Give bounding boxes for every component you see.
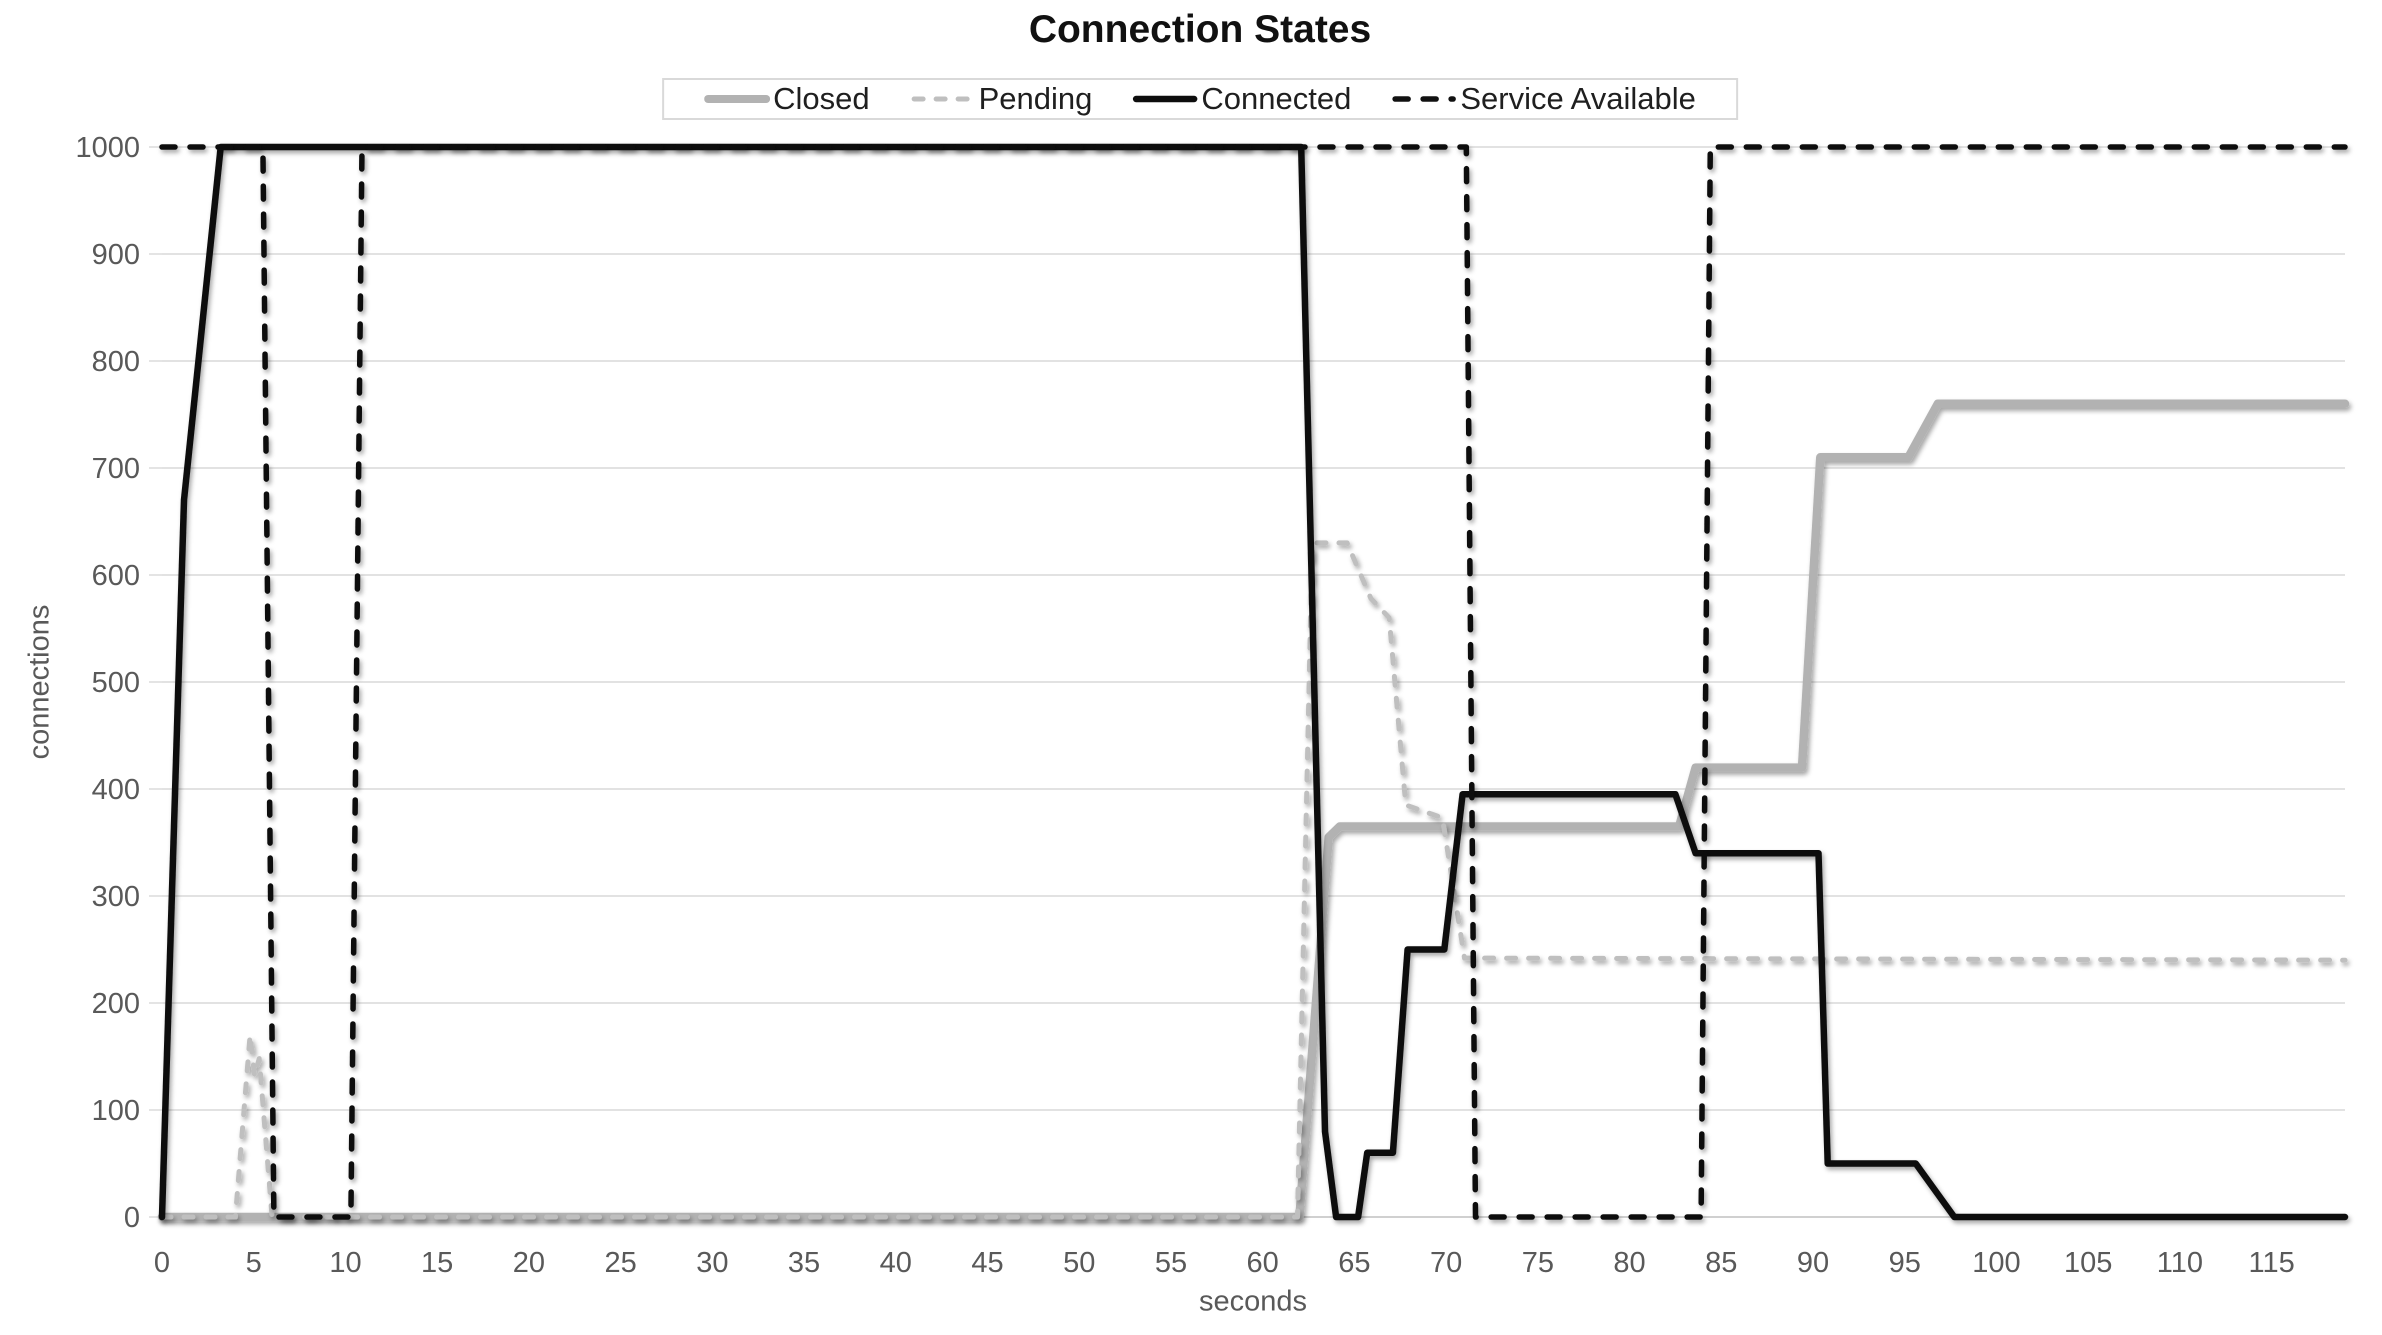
x-tick-label-25: 25 bbox=[604, 1247, 636, 1279]
x-axis-title: seconds bbox=[1198, 1285, 1308, 1318]
x-tick-label-70: 70 bbox=[1430, 1247, 1462, 1279]
y-axis-title: connections bbox=[23, 604, 56, 760]
legend-item-closed: Closed bbox=[704, 81, 870, 117]
y-tick-label-100: 100 bbox=[92, 1095, 140, 1127]
y-tick-label-0: 0 bbox=[124, 1202, 140, 1234]
legend-label: Service Available bbox=[1460, 81, 1696, 116]
x-tick-label-50: 50 bbox=[1063, 1247, 1095, 1279]
y-tick-label-200: 200 bbox=[92, 988, 140, 1020]
x-tick-label-45: 45 bbox=[971, 1247, 1003, 1279]
x-tick-label-20: 20 bbox=[513, 1247, 545, 1279]
x-tick-label-115: 115 bbox=[2249, 1247, 2295, 1279]
x-tick-label-10: 10 bbox=[329, 1247, 361, 1279]
x-tick-label-0: 0 bbox=[154, 1247, 170, 1279]
x-tick-label-55: 55 bbox=[1155, 1247, 1187, 1279]
x-tick-label-110: 110 bbox=[2157, 1247, 2203, 1279]
legend-swatch-connected bbox=[1133, 95, 1198, 103]
x-tick-label-80: 80 bbox=[1613, 1247, 1645, 1279]
y-tick-label-300: 300 bbox=[92, 881, 140, 913]
x-tick-label-100: 100 bbox=[1972, 1247, 2020, 1279]
y-tick-label-400: 400 bbox=[92, 774, 140, 806]
legend-label: Pending bbox=[978, 81, 1093, 116]
x-tick-label-105: 105 bbox=[2064, 1247, 2112, 1279]
series-line-pending bbox=[159, 540, 2348, 1220]
y-tick-label-800: 800 bbox=[92, 346, 140, 378]
legend-swatch-closed bbox=[704, 95, 771, 103]
y-tick-label-900: 900 bbox=[92, 239, 140, 271]
y-tick-label-600: 600 bbox=[92, 560, 140, 592]
legend-swatch-pending bbox=[911, 96, 975, 102]
series-line-closed bbox=[157, 399, 2350, 1222]
legend-label: Closed bbox=[773, 81, 870, 116]
x-tick-label-60: 60 bbox=[1247, 1247, 1279, 1279]
legend-label: Connected bbox=[1201, 81, 1352, 116]
chart-legend: Closed Pending Connected Service Available bbox=[662, 78, 1738, 120]
x-tick-label-85: 85 bbox=[1705, 1247, 1737, 1279]
x-tick-label-5: 5 bbox=[246, 1247, 262, 1279]
x-tick-label-40: 40 bbox=[880, 1247, 912, 1279]
series-line-service-available bbox=[159, 144, 2348, 1220]
x-tick-label-75: 75 bbox=[1522, 1247, 1554, 1279]
x-tick-label-15: 15 bbox=[421, 1247, 453, 1279]
x-tick-label-95: 95 bbox=[1889, 1247, 1921, 1279]
x-tick-label-35: 35 bbox=[788, 1247, 820, 1279]
y-tick-label-700: 700 bbox=[92, 453, 140, 485]
legend-swatch-service-available bbox=[1392, 96, 1457, 102]
legend-item-connected: Connected bbox=[1132, 81, 1351, 117]
y-tick-label-500: 500 bbox=[92, 667, 140, 699]
legend-item-pending: Pending bbox=[910, 81, 1093, 117]
legend-item-service-available: Service Available bbox=[1391, 81, 1696, 117]
y-tick-label-1000: 1000 bbox=[75, 132, 140, 164]
x-tick-label-30: 30 bbox=[696, 1247, 728, 1279]
x-tick-label-65: 65 bbox=[1338, 1247, 1370, 1279]
x-tick-label-90: 90 bbox=[1797, 1247, 1829, 1279]
chart-title: Connection States bbox=[1028, 8, 1372, 51]
